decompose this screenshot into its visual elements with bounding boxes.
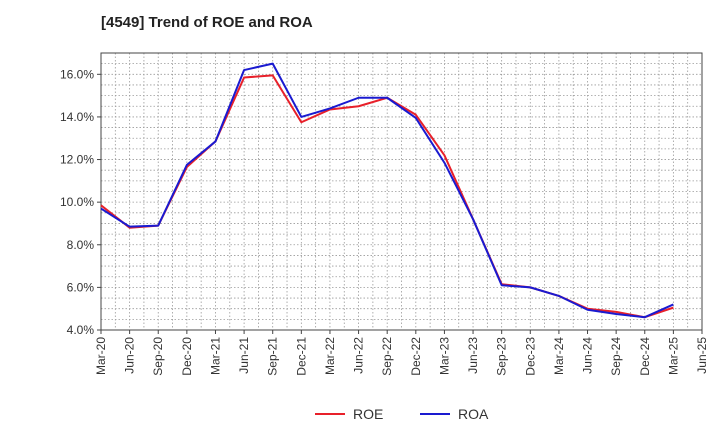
x-tick-label: Jun-23 [466, 337, 480, 374]
x-tick-label: Sep-21 [266, 337, 280, 376]
x-tick-label: Mar-22 [323, 337, 337, 375]
x-tick-label: Jun-22 [352, 337, 366, 374]
x-tick-label: Dec-21 [294, 337, 308, 376]
x-tick-label: Mar-25 [666, 337, 680, 375]
x-tick-label: Dec-20 [180, 337, 194, 376]
x-tick-label: Dec-23 [523, 337, 537, 376]
x-tick-label: Jun-20 [123, 337, 137, 374]
y-tick-label: 12.0% [60, 153, 94, 167]
x-tick-label: Sep-24 [609, 337, 623, 376]
y-tick-label: 4.0% [67, 323, 95, 337]
x-tick-label: Dec-24 [638, 337, 652, 376]
chart-title: [4549] Trend of ROE and ROA [101, 14, 313, 31]
x-axis-ticks: Mar-20 Jun-20 Sep-20 Dec-20 Mar-21 Jun-21 Sep-… [94, 330, 709, 376]
y-tick-label: 16.0% [60, 67, 94, 81]
x-tick-label: Sep-22 [380, 337, 394, 376]
y-tick-label: 8.0% [67, 238, 95, 252]
x-tick-label: Sep-20 [151, 337, 165, 376]
plot-frame [100, 52, 703, 331]
legend-label-roe: ROE [353, 406, 383, 422]
y-tick-label: 10.0% [60, 195, 94, 209]
y-axis-ticks: 4.0% 6.0% 8.0% 10.0% 12.0% 14.0% 16.0% [60, 67, 101, 337]
series-layer [100, 62, 674, 319]
grid-layer [101, 53, 702, 330]
x-tick-label: Jun-24 [581, 337, 595, 374]
legend-label-roa: ROA [458, 406, 489, 422]
y-tick-label: 14.0% [60, 110, 94, 124]
x-tick-label: Mar-23 [437, 337, 451, 375]
legend: ROE ROA [315, 406, 489, 422]
x-tick-label: Mar-24 [552, 337, 566, 375]
x-tick-label: Jun-25 [695, 337, 709, 374]
x-tick-label: Dec-22 [409, 337, 423, 376]
x-tick-label: Mar-20 [94, 337, 108, 375]
x-tick-label: Mar-21 [208, 337, 222, 375]
x-tick-label: Sep-23 [495, 337, 509, 376]
series-line-roa [100, 62, 674, 319]
y-tick-label: 6.0% [67, 280, 95, 294]
x-tick-label: Jun-21 [237, 337, 251, 374]
